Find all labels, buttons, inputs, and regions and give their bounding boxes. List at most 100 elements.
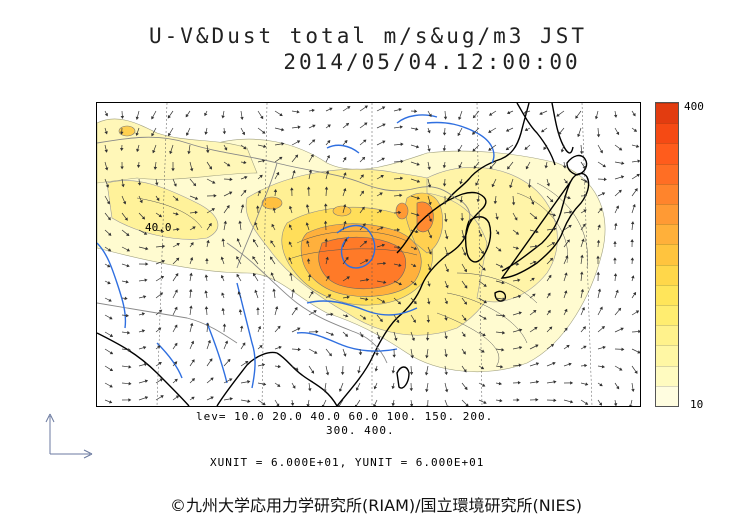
wind-arrow-head <box>363 240 368 244</box>
wind-arrow-head <box>383 280 387 284</box>
wind-arrow-head <box>563 290 568 294</box>
wind-arrow-head <box>262 402 266 406</box>
wind-arrow-head <box>416 196 421 200</box>
wind-arrow-head <box>107 216 111 221</box>
wind-arrow-head <box>240 204 245 208</box>
legend-swatch <box>656 143 678 164</box>
wind-arrow-head <box>191 378 195 382</box>
wind-arrow-head <box>634 370 638 374</box>
wind-arrow <box>355 399 361 406</box>
wind-arrow-head <box>152 149 156 154</box>
wind-arrow-head <box>425 389 429 393</box>
wind-arrow-head <box>533 309 537 314</box>
wind-arrow-head <box>305 204 310 208</box>
wind-arrow-head <box>373 386 378 390</box>
wind-arrow-head <box>328 352 332 357</box>
wind-arrow-head <box>568 362 572 367</box>
wind-arrow-head <box>632 112 636 117</box>
wind-arrow-head <box>413 282 417 286</box>
wind-arrow-head <box>532 293 536 297</box>
legend-swatch <box>656 244 678 265</box>
wind-arrow-head <box>220 256 225 260</box>
wind-arrow-head <box>223 220 227 224</box>
wind-arrow-head <box>340 372 345 376</box>
wind-arrow-head <box>297 327 301 331</box>
wind-arrow-head <box>207 339 211 344</box>
wind-arrow-head <box>553 227 557 231</box>
wind-arrow-head <box>229 397 233 401</box>
wind-arrow-head <box>392 354 396 358</box>
wind-arrow-head <box>409 371 414 376</box>
wind-arrow-head <box>409 403 414 406</box>
wind-arrow-head <box>409 388 413 392</box>
wind-arrow-head <box>245 361 249 365</box>
wind-arrow-head <box>444 389 449 393</box>
wind-arrow-head <box>472 114 477 119</box>
wind-arrow-head <box>327 124 331 128</box>
wind-arrow-head <box>524 127 529 132</box>
wind-arrow-head <box>399 125 403 129</box>
wind-arrow-head <box>174 378 178 382</box>
wind-arrow-head <box>121 184 125 188</box>
wind-arrow-head <box>357 370 361 374</box>
wind-arrow-head <box>365 259 369 263</box>
wind-arrow-head <box>613 114 618 118</box>
wind-arrow-head <box>295 367 299 371</box>
wind-arrow-head <box>553 398 557 403</box>
wind-arrow-head <box>381 299 386 303</box>
wind-arrow-head <box>634 188 638 192</box>
wind-arrow-head <box>630 257 635 261</box>
wind-arrow-head <box>259 174 263 178</box>
wind-arrow-head <box>631 275 635 279</box>
wind-arrow-head <box>274 306 279 310</box>
wind-arrow-head <box>495 216 499 220</box>
wind-arrow-head <box>481 383 486 387</box>
wind-arrow-head <box>465 403 469 406</box>
wind-arrow-head <box>519 345 523 350</box>
wind-arrow-head <box>566 239 570 243</box>
wind-arrow-head <box>346 295 350 299</box>
wind-arrow-head <box>342 187 347 192</box>
wind-arrow-head <box>482 267 486 271</box>
wind-arrow-head <box>126 248 130 252</box>
wind-arrow-head <box>618 147 623 151</box>
wind-arrow-head <box>585 382 589 386</box>
wind-arrow-head <box>533 216 538 220</box>
wind-arrow-head <box>633 128 638 132</box>
vector-scale-icon <box>45 413 93 459</box>
wind-arrow-head <box>596 271 601 275</box>
wind-arrow-head <box>361 206 365 211</box>
wind-arrow-head <box>459 181 463 185</box>
wind-arrow-head <box>310 154 314 158</box>
color-legend <box>655 102 679 407</box>
wind-arrow-head <box>444 317 448 321</box>
wind-arrow-head <box>288 241 292 245</box>
wind-arrow-head <box>168 132 172 137</box>
wind-arrow-head <box>477 216 481 220</box>
wind-arrow-head <box>210 396 214 400</box>
wind-arrow-head <box>337 404 340 406</box>
wind-arrow-head <box>414 109 418 113</box>
wind-arrow <box>427 399 429 406</box>
wind-arrow-head <box>256 205 260 209</box>
wind-arrow-head <box>104 149 108 153</box>
wind-arrow-head <box>549 326 553 330</box>
wind-arrow-head <box>109 333 114 337</box>
rivers <box>97 114 495 389</box>
wind-arrow-head <box>514 217 518 221</box>
wind-arrow-head <box>330 312 334 317</box>
legend-swatch <box>656 325 678 346</box>
wind-arrow-head <box>109 316 113 320</box>
wind-arrow-head <box>365 297 369 301</box>
wind-arrow-head <box>158 214 163 218</box>
wind-arrow-head <box>260 115 264 120</box>
wind-arrow-head <box>575 115 579 119</box>
wind-arrow-head <box>144 396 149 400</box>
wind-arrow-head <box>120 166 124 170</box>
wind-arrow-head <box>618 189 622 194</box>
wind-arrow-head <box>381 243 386 247</box>
wind-arrow-head <box>159 292 164 296</box>
wind-arrow-head <box>462 351 466 355</box>
wind-arrow-head <box>236 256 240 260</box>
wind-arrow-head <box>229 378 233 382</box>
